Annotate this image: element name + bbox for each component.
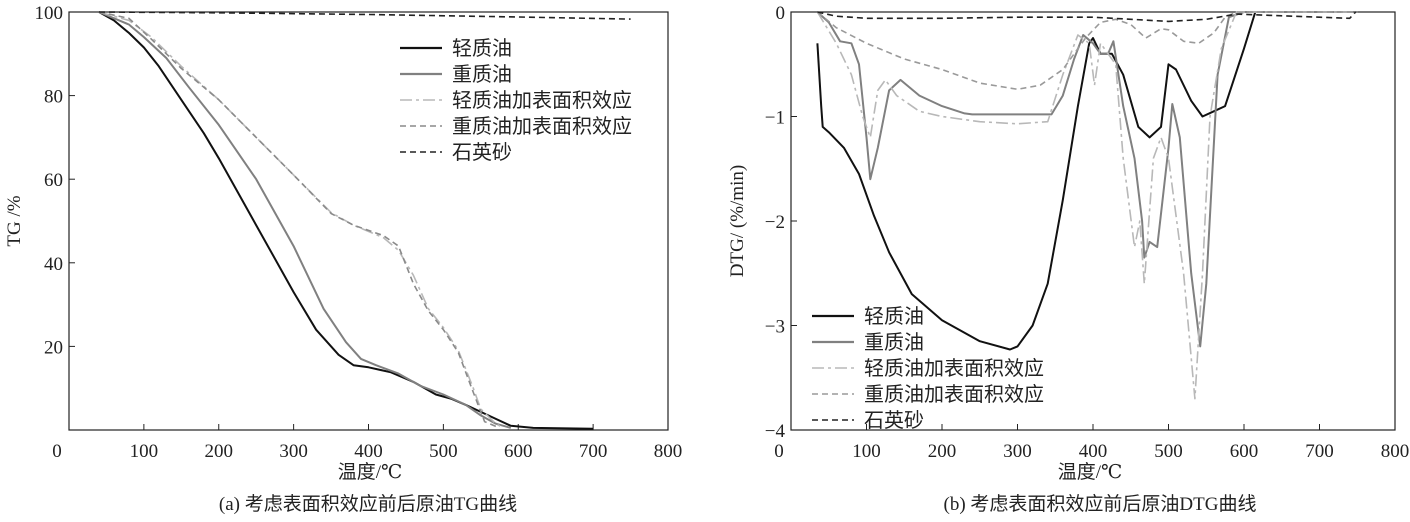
legend-label: 重质油 <box>864 331 924 354</box>
y-tick-label: −1 <box>765 108 785 129</box>
legend-label: 重质油加表面积效应 <box>452 115 632 138</box>
x-tick-label: 100 <box>852 441 881 462</box>
series-line-2 <box>98 11 512 429</box>
series-line-2 <box>816 11 1358 348</box>
series-line-3 <box>98 11 504 429</box>
y-tick-label: 60 <box>44 170 63 191</box>
legend-label: 轻质油加表面积效应 <box>864 357 1044 380</box>
x-tick-label: 200 <box>928 441 957 462</box>
y-tick-label: 100 <box>35 3 64 24</box>
series-line-1 <box>98 11 594 430</box>
tg-chart: 0 100 200 300 400 500 600 700 800 20 40 60 80 100 轻质油… <box>4 3 682 515</box>
series-line-4 <box>816 11 1358 91</box>
legend-label: 重质油 <box>452 63 512 86</box>
series-line-5 <box>98 11 631 20</box>
x-tick-label: 200 <box>205 441 234 462</box>
caption: (b) 考虑表面积效应前后原油DTG曲线 <box>944 493 1257 515</box>
y-tick-label: 40 <box>44 254 63 275</box>
series-line-5 <box>817 11 1357 23</box>
x-tick-label: 600 <box>1230 441 1259 462</box>
x-tick-label: 0 <box>52 441 62 462</box>
x-tick-label: 0 <box>774 441 784 462</box>
y-tick-label: 0 <box>776 3 786 24</box>
x-tick-label: 800 <box>1381 441 1410 462</box>
x-tick-label: 500 <box>429 441 458 462</box>
x-tick-label: 700 <box>579 441 608 462</box>
x-tick-label: 400 <box>1079 441 1108 462</box>
y-tick-label: 20 <box>44 337 63 358</box>
x-tick-label: 300 <box>1003 441 1032 462</box>
y-tick-label: −4 <box>765 421 786 442</box>
legend-label: 石英砂 <box>452 141 512 164</box>
dtg-chart: 0 100 200 300 400 500 600 700 800 −4 −3 −2 −1 0 轻质油重质… <box>727 3 1409 515</box>
y-axis-label: TG /% <box>4 195 25 246</box>
x-tick-label: 800 <box>654 441 683 462</box>
x-tick-label: 500 <box>1154 441 1183 462</box>
x-axis-label: 温度/℃ <box>338 461 403 483</box>
y-tick-label: −3 <box>765 317 785 338</box>
x-tick-label: 700 <box>1305 441 1334 462</box>
x-tick-label: 400 <box>354 441 383 462</box>
legend-label: 轻质油 <box>864 305 924 328</box>
legend-label: 重质油加表面积效应 <box>864 383 1044 406</box>
x-tick-label: 100 <box>130 441 159 462</box>
caption: (a) 考虑表面积效应前后原油TG曲线 <box>219 493 517 515</box>
series-line-4 <box>98 11 500 429</box>
x-tick-label: 600 <box>504 441 533 462</box>
legend-label: 轻质油 <box>452 37 512 60</box>
legend-label: 石英砂 <box>864 409 924 432</box>
legend-label: 轻质油加表面积效应 <box>452 89 632 112</box>
y-axis-label: DTG/ (%/min) <box>727 165 748 277</box>
x-axis-label: 温度/℃ <box>1058 461 1123 483</box>
series-line-3 <box>816 11 1358 400</box>
x-tick-label: 300 <box>279 441 308 462</box>
y-tick-label: 80 <box>44 87 63 108</box>
y-tick-label: −2 <box>765 212 785 233</box>
series-line-1 <box>816 11 1320 351</box>
